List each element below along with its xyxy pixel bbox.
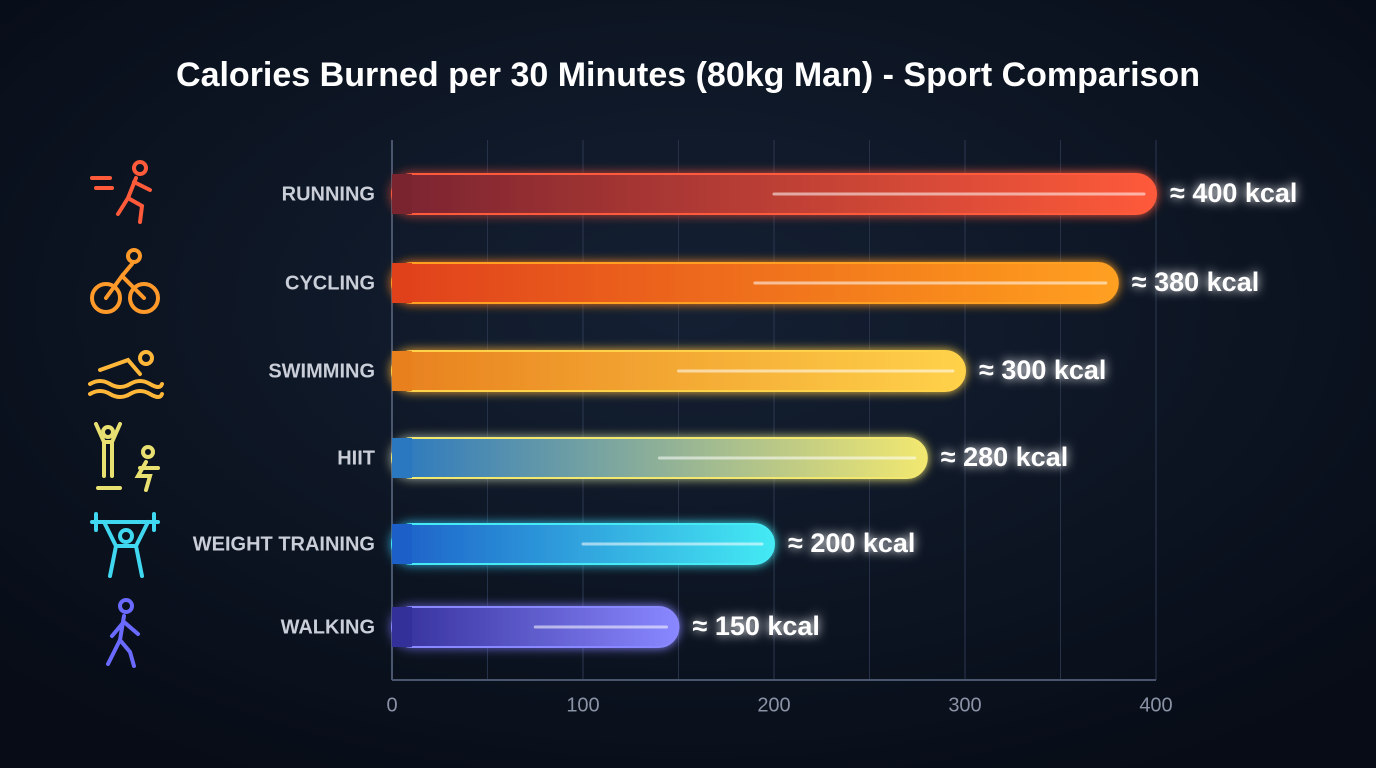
y-tick-label: SWIMMING <box>268 360 375 382</box>
icon-cycling <box>90 248 160 314</box>
x-tick-label: 100 <box>566 694 599 716</box>
x-tick-label: 0 <box>386 694 397 716</box>
chart-title: Calories Burned per 30 Minutes (80kg Man… <box>176 56 1200 94</box>
icons <box>88 160 164 668</box>
plot: 0 100 200 300 400 RUNNING ≈ 400 kcal CYCLING ≈ 3… <box>193 140 1297 716</box>
value-label: ≈ 280 kcal <box>941 442 1068 472</box>
bar-highlight <box>392 263 412 303</box>
bar-highlight <box>392 607 412 647</box>
icon-running <box>90 160 152 224</box>
x-tick-label: 200 <box>757 694 790 716</box>
value-label: ≈ 400 kcal <box>1170 178 1297 208</box>
bar-highlight <box>392 351 412 391</box>
value-label: ≈ 150 kcal <box>693 611 820 641</box>
icon-walking <box>106 598 140 668</box>
value-label: ≈ 380 kcal <box>1132 267 1259 297</box>
value-label: ≈ 200 kcal <box>788 528 915 558</box>
bar-highlight <box>392 174 412 214</box>
value-label: ≈ 300 kcal <box>979 355 1106 385</box>
icon-swimming <box>88 350 164 399</box>
x-tick-label: 400 <box>1139 694 1172 716</box>
icon-hiit <box>94 422 160 492</box>
x-tick-label: 300 <box>948 694 981 716</box>
bar-highlight <box>392 438 412 478</box>
y-tick-label: CYCLING <box>285 272 375 294</box>
bar-highlight <box>392 524 412 564</box>
icon-weight <box>90 512 160 578</box>
y-tick-label: WALKING <box>281 616 375 638</box>
y-tick-label: RUNNING <box>282 183 375 205</box>
y-tick-label: HIIT <box>337 447 375 469</box>
y-tick-label: WEIGHT TRAINING <box>193 533 375 555</box>
